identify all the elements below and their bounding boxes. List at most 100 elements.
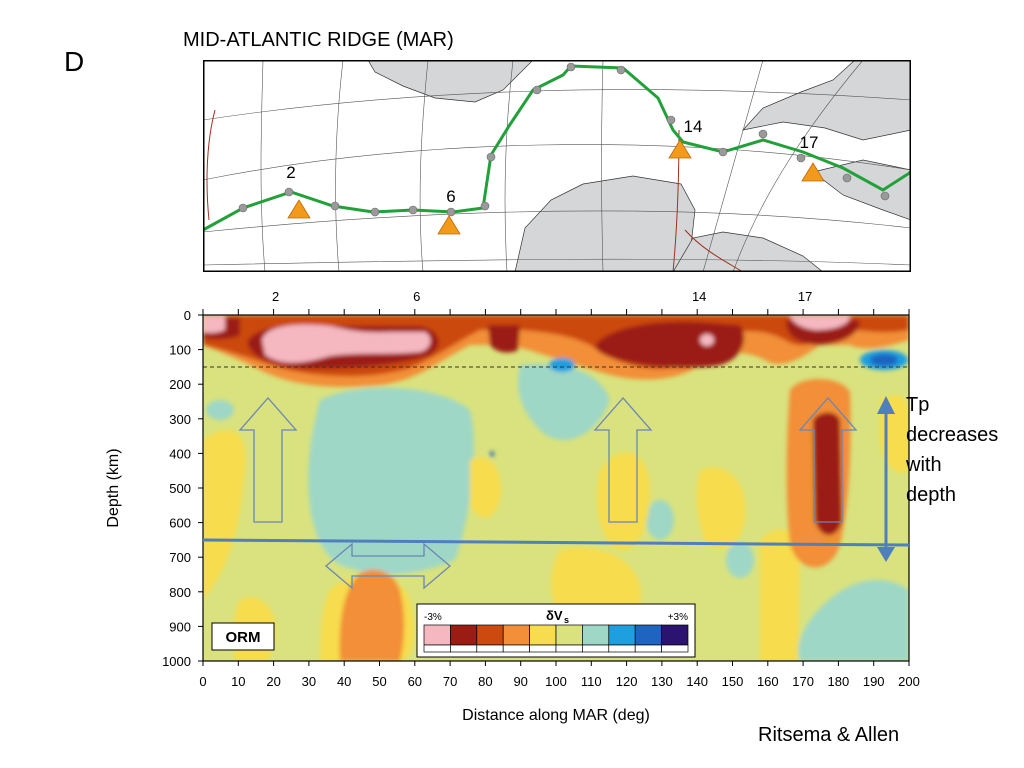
- arrow-up-1: [238, 397, 298, 523]
- legend-swatch-tick: [450, 644, 478, 653]
- arrow-up-2: [593, 397, 653, 523]
- legend-swatch-tick: [555, 644, 583, 653]
- panel-letter: D: [64, 46, 85, 77]
- legend-swatch: [423, 624, 451, 646]
- station-tick-label: 2: [272, 289, 279, 304]
- ridge-map: 2 6 14 17: [203, 60, 911, 272]
- legend-swatch: [634, 624, 662, 646]
- x-tick-label: 60: [408, 674, 422, 689]
- velocity-anomaly-field: [203, 315, 909, 661]
- legend-swatch-tick: [529, 644, 557, 653]
- x-tick-label: 150: [722, 674, 744, 689]
- legend-swatch-tick: [634, 644, 662, 653]
- annotation-line: decreases: [906, 424, 999, 446]
- station-marker: [437, 215, 461, 235]
- station-marker: [668, 139, 692, 159]
- legend-swatch-tick: [502, 644, 530, 653]
- annotation-line: Tp: [906, 394, 930, 416]
- station-tick-label: 14: [692, 289, 706, 304]
- y-tick-label: 400: [169, 446, 191, 461]
- legend-swatch-tick: [608, 644, 636, 653]
- x-axis-label: Distance along MAR (deg): [462, 707, 650, 724]
- top-axis-stations: 2 6 14 17: [202, 289, 910, 315]
- credit: Ritsema & Allen: [758, 724, 900, 746]
- annotation-line: with: [906, 454, 942, 476]
- station-marker: [287, 199, 311, 219]
- legend-swatch: [476, 624, 504, 646]
- x-tick-label: 120: [616, 674, 638, 689]
- cross-section-chart: 0 10 20 30 40 50 60 70 80 90 100 110 120 130 140 150 160…: [105, 289, 920, 724]
- x-tick-label: 0: [199, 674, 206, 689]
- ridge-path: [203, 64, 911, 232]
- legend-swatch: [502, 624, 530, 646]
- x-tick-label: 130: [651, 674, 673, 689]
- x-tick-label: 70: [443, 674, 457, 689]
- legend-swatch: [450, 624, 478, 646]
- station-marker: [801, 162, 825, 182]
- legend-swatch-tick: [582, 644, 610, 653]
- graticule: [203, 60, 911, 272]
- arrow-up-3: [798, 397, 858, 523]
- colorbar-legend: -3% +3% δV s: [416, 603, 696, 658]
- legend-swatch-tick: [476, 644, 504, 653]
- x-tick-label: 100: [545, 674, 567, 689]
- legend-swatch-tick: [423, 644, 451, 653]
- station-tick-label: 17: [798, 289, 812, 304]
- legend-symbol: δV: [546, 608, 563, 623]
- transition-zone-line: [202, 538, 910, 547]
- station-label: 14: [684, 117, 703, 136]
- ridge-nodes: [238, 62, 890, 217]
- legend-swatch: [555, 624, 583, 646]
- arrow-horizontal: [324, 542, 452, 590]
- tp-annotation: Tp decreases with depth: [906, 390, 998, 510]
- depth-arrow: [877, 396, 895, 562]
- x-tick-label: 40: [337, 674, 351, 689]
- y-tick-label: 900: [169, 619, 191, 634]
- legend-swatch-tick: [661, 644, 689, 653]
- station-label: 17: [800, 133, 819, 152]
- x-tick-label: 110: [581, 674, 602, 689]
- x-tick-label: 160: [757, 674, 779, 689]
- legend-swatch: [529, 624, 557, 646]
- y-tick-label: 200: [169, 377, 191, 392]
- station-label: 2: [286, 163, 295, 182]
- x-tick-label: 50: [372, 674, 386, 689]
- annotation-line: depth: [906, 484, 957, 506]
- y-tick-label: 500: [169, 481, 191, 496]
- x-tick-label: 80: [478, 674, 492, 689]
- map-title: MID-ATLANTIC RIDGE (MAR): [183, 29, 454, 51]
- x-tick-label: 20: [266, 674, 280, 689]
- legend-swatch: [661, 624, 689, 646]
- x-tick-label: 140: [686, 674, 708, 689]
- y-tick-label: 600: [169, 516, 191, 531]
- y-tick-label: 300: [169, 412, 191, 427]
- y-tick-label: 0: [184, 308, 191, 323]
- y-axis-label: Depth (km): [105, 448, 122, 527]
- station-label: 6: [446, 187, 455, 206]
- y-tick-label: 1000: [162, 654, 191, 669]
- x-tick-label: 90: [513, 674, 527, 689]
- land-north-asia: [812, 159, 911, 221]
- model-label: ORM: [226, 629, 261, 646]
- x-tick-label: 190: [863, 674, 885, 689]
- legend-max-label: +3%: [668, 612, 688, 623]
- x-tick-label: 30: [302, 674, 316, 689]
- land-greenland: [367, 60, 534, 103]
- model-label-box: [211, 622, 275, 651]
- legend-min-label: -3%: [424, 612, 442, 623]
- x-tick-label: 170: [792, 674, 814, 689]
- legend-subscript: s: [564, 615, 569, 625]
- x-tick-label: 200: [898, 674, 920, 689]
- legend-swatch: [582, 624, 610, 646]
- x-tick-label: 180: [828, 674, 850, 689]
- upwelling-arrows: [238, 397, 858, 590]
- x-axis: 0 10 20 30 40 50 60 70 80 90 100 110 120 130 140 150 160…: [199, 661, 920, 689]
- y-tick-label: 800: [169, 585, 191, 600]
- y-tick-label: 100: [169, 343, 191, 358]
- y-tick-label: 700: [169, 550, 191, 565]
- y-axis: 0 100 200 300 400 500 600 700 800 900 1000: [162, 308, 203, 669]
- land-arctic-islands: [742, 60, 911, 141]
- legend-swatch: [608, 624, 636, 646]
- station-tick-label: 6: [413, 289, 420, 304]
- x-tick-label: 10: [231, 674, 245, 689]
